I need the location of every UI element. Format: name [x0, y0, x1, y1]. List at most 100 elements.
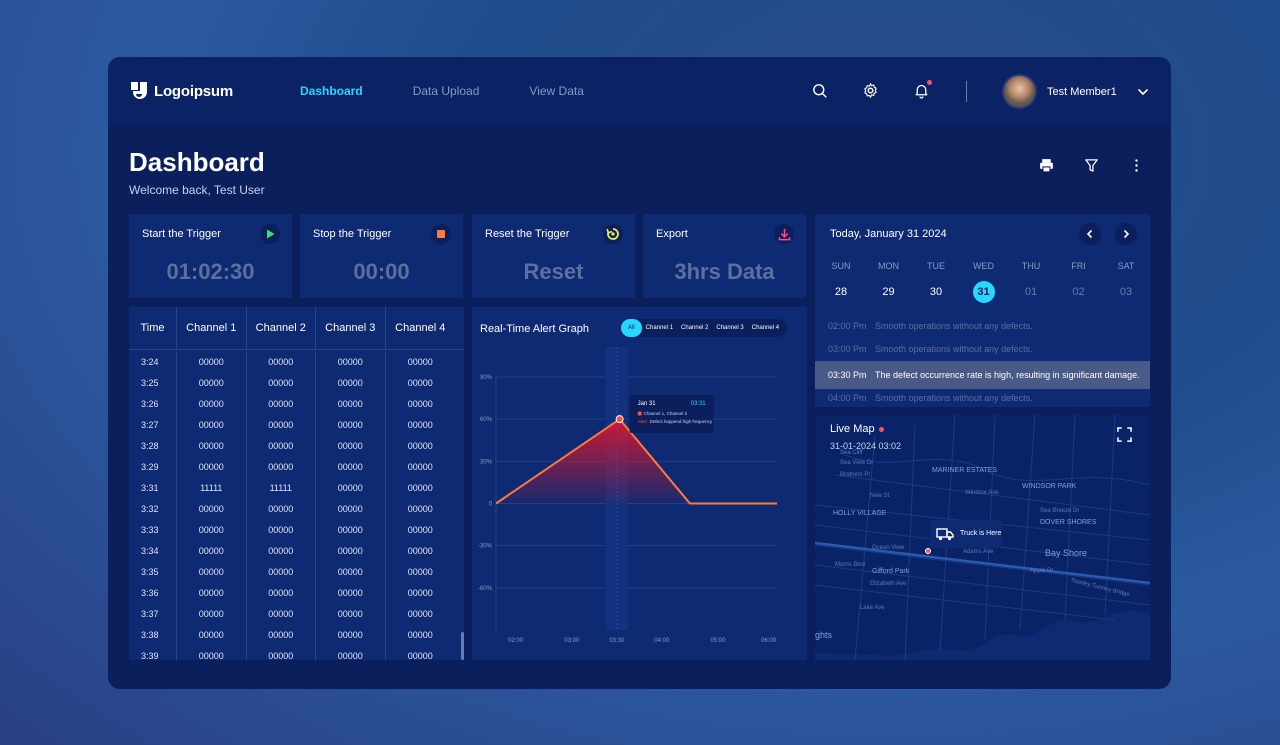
notification-button[interactable]	[913, 80, 932, 99]
event-item[interactable]: 02:00 Pm Smooth operations without any de…	[815, 315, 1150, 337]
header-channel-3[interactable]: Channel 3	[316, 307, 386, 349]
map-place-label: HOLLY VILLAGE	[833, 510, 887, 517]
table-row[interactable]: 3:24 00000 00000 00000 00000	[129, 351, 464, 372]
event-text: Smooth operations without any defects.	[875, 320, 1033, 331]
trigger-value: 00:00	[353, 259, 410, 284]
map-title: Live Map	[830, 423, 884, 435]
table-row[interactable]: 3:38 00000 00000 00000 00000	[129, 624, 464, 645]
event-list: 02:00 Pm Smooth operations without any de…	[815, 307, 1150, 407]
event-item[interactable]: 03:30 Pm The defect occurrence rate is hi…	[815, 361, 1150, 389]
map-place-label: WINDSOR PARK	[1022, 483, 1077, 490]
header-channel-1[interactable]: Channel 1	[177, 307, 247, 349]
calendar-prev-button[interactable]	[1079, 223, 1101, 245]
map-place-label: Lake Ave	[860, 605, 885, 611]
map-place-label: Sea Breeze Dr	[1040, 508, 1080, 514]
calendar-day[interactable]: FRI 02	[1059, 261, 1099, 303]
table-row[interactable]: 3:34 00000 00000 00000 00000	[129, 540, 464, 561]
table-row[interactable]: 3:33 00000 00000 00000 00000	[129, 519, 464, 540]
channel-cell: 00000	[407, 524, 433, 535]
filter-icon[interactable]	[1083, 157, 1100, 174]
day-name: FRI	[1071, 261, 1086, 271]
channel-cell: 00000	[407, 587, 433, 598]
channel-cell: 00000	[177, 456, 247, 477]
calendar-day[interactable]: THU 01	[1011, 261, 1051, 303]
table-row[interactable]: 3:35 00000 00000 00000 00000	[129, 561, 464, 582]
reset-button[interactable]	[603, 224, 623, 244]
table-row[interactable]: 3:37 00000 00000 00000 00000	[129, 603, 464, 624]
table-row[interactable]: 3:31 11111 11111 00000 00000	[129, 477, 464, 498]
channel-cell: 00000	[177, 624, 247, 645]
export-card[interactable]: Export 3hrs Data	[643, 214, 806, 298]
channel-cell: 00000	[316, 603, 386, 624]
table-row[interactable]: 3:36 00000 00000 00000 00000	[129, 582, 464, 603]
channel-cell: 00000	[316, 498, 386, 519]
truck-location-pin[interactable]	[925, 548, 931, 554]
x-tick-label: 05:00	[710, 638, 726, 644]
brand-logo[interactable]: Logoipsum	[129, 80, 233, 102]
channel-cell: 00000	[177, 603, 247, 624]
download-button[interactable]	[774, 224, 794, 244]
play-button[interactable]	[260, 224, 280, 244]
more-vertical-icon[interactable]	[1128, 157, 1145, 174]
channel-cell: 00000	[316, 435, 386, 456]
calendar-day[interactable]: MON 29	[869, 261, 909, 303]
calendar-day[interactable]: TUE 30	[916, 261, 956, 303]
day-name: SAT	[1117, 261, 1135, 271]
gear-icon[interactable]	[862, 82, 879, 99]
top-divider	[966, 81, 967, 102]
map-date: 31-01-2024 03:02	[830, 441, 902, 451]
day-date: 01	[1024, 286, 1038, 298]
table-row[interactable]: 3:32 00000 00000 00000 00000	[129, 498, 464, 519]
calendar-day[interactable]: SAT 03	[1106, 261, 1146, 303]
calendar-day[interactable]: WED 31	[964, 261, 1004, 303]
table-row[interactable]: 3:27 00000 00000 00000 00000	[129, 414, 464, 435]
time-cell: 3:27	[129, 414, 177, 435]
tooltip-dot	[637, 411, 642, 416]
time-cell: 3:36	[129, 582, 177, 603]
nav-data-upload[interactable]: Data Upload	[412, 84, 480, 98]
trigger-label: Stop the Trigger	[313, 228, 392, 240]
user-name: Test Member1	[1047, 85, 1117, 98]
trigger-value: 01:02:30	[166, 259, 255, 284]
legend-channel-2[interactable]: Channel 2	[681, 325, 709, 331]
table-scrollbar[interactable]	[461, 632, 464, 660]
user-menu[interactable]: Test Member1	[1002, 74, 1149, 109]
stop-trigger-card[interactable]: Stop the Trigger 00:00	[300, 214, 463, 298]
header-time[interactable]: Time	[129, 307, 177, 349]
start-trigger-card[interactable]: Start the Trigger 01:02:30	[129, 214, 292, 298]
print-icon[interactable]	[1038, 157, 1055, 174]
map-place-label: Ocean View	[872, 545, 905, 551]
legend-all[interactable]: All	[621, 319, 642, 337]
channel-cell: 00000	[247, 561, 316, 582]
channel-cell: 00000	[316, 372, 386, 393]
calendar-next-button[interactable]	[1115, 223, 1137, 245]
table-row[interactable]: 3:28 00000 00000 00000 00000	[129, 435, 464, 456]
table-header: Time Channel 1 Channel 2 Channel 3 Chann…	[129, 307, 464, 350]
stop-button[interactable]	[431, 224, 451, 244]
channel-cell: 00000	[177, 645, 247, 660]
table-row[interactable]: 3:25 00000 00000 00000 00000	[129, 372, 464, 393]
legend-channel-3[interactable]: Channel 3	[716, 325, 744, 331]
top-icons	[811, 80, 932, 99]
event-item[interactable]: 03:00 Pm Smooth operations without any de…	[815, 338, 1150, 360]
fullscreen-icon[interactable]	[1117, 427, 1132, 442]
reset-trigger-card[interactable]: Reset the Trigger Reset	[472, 214, 635, 298]
legend-channel-1[interactable]: Channel 1	[645, 325, 674, 331]
table-row[interactable]: 3:26 00000 00000 00000 00000	[129, 393, 464, 414]
header-channel-4[interactable]: Channel 4	[395, 322, 446, 334]
table-row[interactable]: 3:39 00000 00000 00000 00000	[129, 645, 464, 660]
event-text: The defect occurrence rate is high, resu…	[875, 369, 1140, 380]
nav-dashboard[interactable]: Dashboard	[300, 84, 363, 98]
chevron-down-icon[interactable]	[1137, 86, 1149, 98]
search-icon[interactable]	[811, 82, 828, 99]
event-item[interactable]: 04:00 Pm Smooth operations without any de…	[815, 388, 1150, 408]
calendar-day[interactable]: SUN 28	[821, 261, 861, 303]
table-row[interactable]: 3:29 00000 00000 00000 00000	[129, 456, 464, 477]
header-channel-2[interactable]: Channel 2	[247, 307, 316, 349]
map-place-label: ghts	[815, 630, 833, 640]
truck-tooltip[interactable]: Truck is Here	[930, 520, 1002, 548]
channel-cell: 00000	[247, 372, 316, 393]
legend-channel-4[interactable]: Channel 4	[751, 325, 780, 331]
nav-view-data[interactable]: View Data	[529, 84, 584, 98]
